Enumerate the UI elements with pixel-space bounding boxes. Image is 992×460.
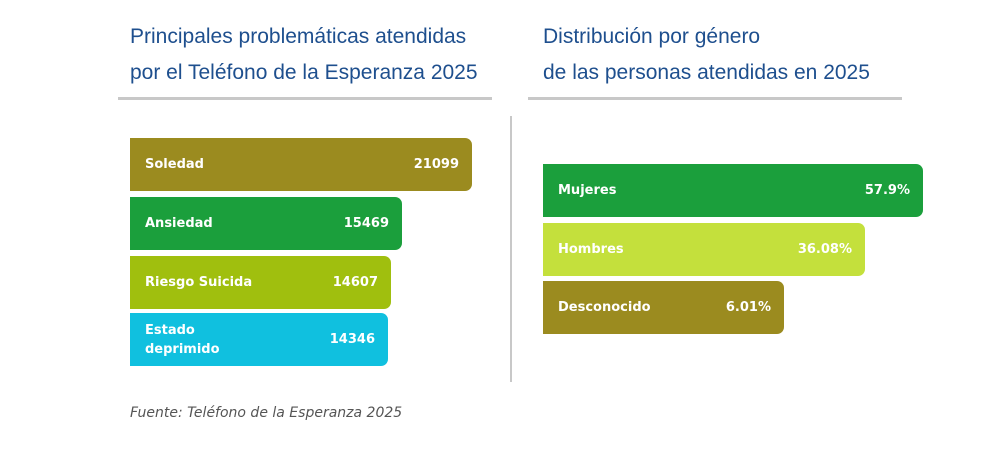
right-chart-title: Distribución por género de las personas …	[543, 19, 870, 91]
right-title-line-2: de las personas atendidas en 2025	[543, 61, 870, 84]
gender-bar-value: 57.9%	[864, 183, 910, 198]
gender-bar: Mujeres 57.9%	[543, 164, 923, 217]
problem-bar: Estado deprimido 14346	[130, 313, 388, 366]
problem-bar-value: 14607	[332, 275, 378, 290]
gender-bar-label: Desconocido	[558, 300, 651, 315]
problem-bar: Riesgo Suicida 14607	[130, 256, 391, 309]
gender-bar-label: Mujeres	[558, 183, 617, 198]
problem-bar-value: 14346	[329, 332, 375, 347]
left-chart-title: Principales problemáticas atendidas por …	[130, 19, 478, 91]
gender-bar-value: 6.01%	[725, 300, 771, 315]
center-divider	[510, 116, 512, 382]
problem-bar: Soledad 21099	[130, 138, 472, 191]
right-title-line-1: Distribución por género	[543, 25, 761, 48]
problem-bar-value: 21099	[413, 157, 459, 172]
left-title-line-2: por el Teléfono de la Esperanza 2025	[130, 61, 478, 84]
problem-bar-label: Ansiedad	[145, 216, 213, 231]
gender-bar-value: 36.08%	[797, 242, 852, 257]
left-title-line-1: Principales problemáticas atendidas	[130, 25, 467, 48]
problem-bar-label: Riesgo Suicida	[145, 275, 253, 290]
problem-bar-label: Soledad	[145, 157, 204, 172]
gender-bar-label: Hombres	[558, 242, 624, 257]
problem-bar: Ansiedad 15469	[130, 197, 402, 250]
gender-bar: Hombres 36.08%	[543, 223, 865, 276]
left-title-underline	[118, 97, 492, 100]
gender-bar: Desconocido 6.01%	[543, 281, 784, 334]
problem-bar-label: Estado deprimido	[145, 322, 220, 357]
source-note: Fuente: Teléfono de la Esperanza 2025	[130, 405, 403, 421]
right-title-underline	[528, 97, 902, 100]
problem-bar-value: 15469	[343, 216, 389, 231]
